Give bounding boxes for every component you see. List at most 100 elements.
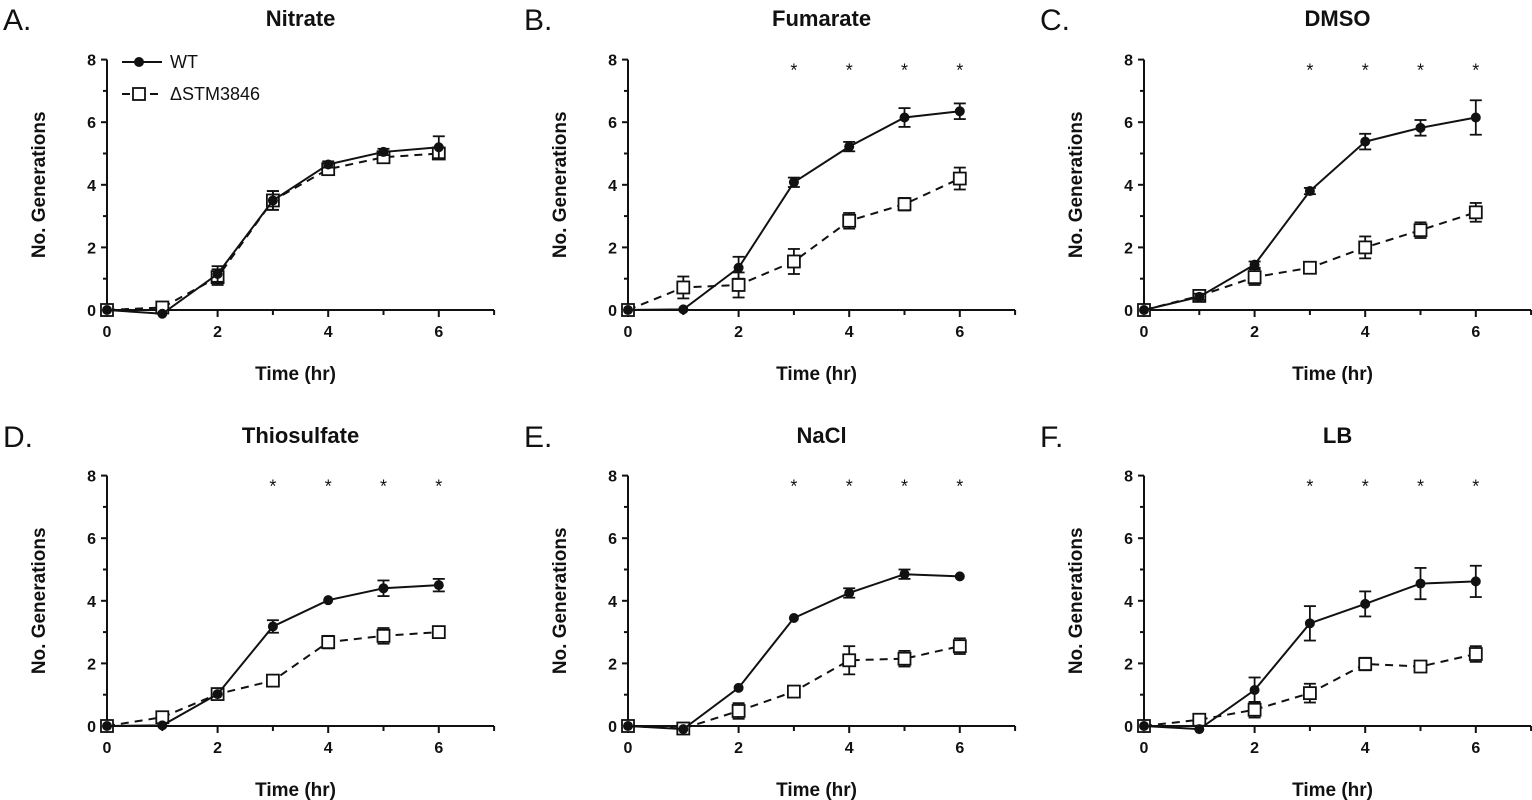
y-tick-label: 6: [87, 531, 96, 548]
data-point-wt: [433, 142, 444, 153]
x-tick-label: 2: [213, 324, 222, 341]
series-line-mutant: [106, 152, 439, 311]
legend-marker-mutant: [132, 87, 146, 101]
y-tick-label: 0: [1124, 719, 1133, 736]
data-point-mutant: [265, 673, 280, 688]
series-line-wt: [106, 584, 439, 727]
y-tick-label: 2: [608, 656, 617, 673]
x-tick-label: 6: [1471, 740, 1480, 757]
y-axis-label: No. Generations: [1066, 111, 1087, 258]
data-point-wt: [1360, 598, 1371, 609]
significance-star: *: [1417, 61, 1424, 81]
series-line-wt: [1143, 116, 1476, 311]
significance-star: *: [1472, 477, 1479, 497]
y-axis-label: No. Generations: [29, 111, 50, 258]
x-tick-label: 4: [324, 324, 333, 341]
x-tick-label: 2: [734, 740, 743, 757]
data-point-mutant: [1468, 205, 1483, 220]
y-tick-label: 2: [1124, 240, 1133, 257]
x-tick-label: 4: [324, 740, 333, 757]
y-tick-label: 2: [608, 240, 617, 257]
x-tick-label: 0: [624, 740, 633, 757]
y-tick-label: 6: [87, 115, 96, 132]
significance-star: *: [1362, 61, 1369, 81]
chart-title: Nitrate: [266, 6, 336, 31]
significance-star: *: [1362, 477, 1369, 497]
data-point-wt: [733, 682, 744, 693]
significance-star: *: [1306, 477, 1313, 497]
data-point-wt: [378, 146, 389, 157]
data-point-wt: [1415, 578, 1426, 589]
y-tick-label: 6: [1124, 531, 1133, 548]
y-tick-label: 8: [1124, 53, 1133, 70]
y-tick-label: 0: [608, 303, 617, 320]
y-axis-label: No. Generations: [550, 527, 571, 674]
y-tick-label: 4: [608, 594, 617, 611]
data-point-mutant: [731, 704, 746, 718]
data-point-mutant: [787, 684, 801, 699]
y-tick-label: 8: [87, 469, 96, 486]
data-point-wt: [678, 724, 689, 735]
significance-star: *: [956, 61, 963, 81]
data-point-mutant: [731, 278, 746, 292]
data-point-mutant: [1413, 223, 1428, 238]
data-point-wt: [623, 305, 633, 315]
significance-star: *: [1306, 61, 1313, 81]
legend-marker-wt: [134, 57, 144, 67]
x-tick-label: 6: [1471, 324, 1480, 341]
data-point-wt: [1470, 576, 1481, 587]
x-axis-label: Time (hr): [776, 364, 857, 385]
significance-star: *: [1417, 477, 1424, 497]
x-tick-label: 0: [624, 324, 633, 341]
chart-title: LB: [1323, 423, 1352, 448]
y-tick-label: 4: [608, 178, 617, 195]
data-point-wt: [157, 720, 168, 731]
y-axis-label: No. Generations: [29, 527, 50, 674]
legend-label-wt: WT: [170, 52, 198, 72]
significance-star: *: [1472, 61, 1479, 81]
x-axis-label: Time (hr): [1292, 364, 1373, 385]
data-point-wt: [378, 583, 389, 594]
data-point-wt: [323, 595, 334, 606]
data-point-wt: [323, 159, 334, 170]
data-point-wt: [733, 262, 744, 273]
x-tick-label: 2: [1250, 324, 1259, 341]
y-tick-label: 2: [87, 656, 96, 673]
y-tick-label: 8: [608, 53, 617, 70]
data-point-wt: [1139, 305, 1149, 315]
chart-panel-2: C. DMSO 0 2 4 6 8 0 2 4 6 Time (hr) No. Generations *…: [1040, 4, 1532, 385]
y-tick-label: 4: [1124, 178, 1133, 195]
significance-star: *: [790, 61, 797, 81]
y-tick-label: 8: [608, 469, 617, 486]
y-tick-label: 0: [87, 303, 96, 320]
chart-panel-0: A. Nitrate 0 2 4 6 8 0 2 4 6 Time (hr) No. Generatio…: [3, 4, 496, 385]
data-point-wt: [954, 106, 965, 117]
data-point-wt: [1304, 618, 1315, 629]
data-point-mutant: [842, 213, 857, 228]
data-point-wt: [899, 112, 910, 123]
significance-star: *: [790, 477, 797, 497]
data-point-mutant: [1303, 260, 1317, 275]
data-point-wt: [157, 308, 168, 319]
data-point-wt: [1139, 721, 1149, 731]
data-point-mutant: [431, 625, 446, 639]
data-point-wt: [212, 269, 223, 280]
x-tick-label: 0: [103, 324, 112, 341]
data-point-mutant: [842, 653, 857, 668]
data-point-wt: [844, 141, 855, 152]
y-tick-label: 4: [1124, 594, 1133, 611]
x-tick-label: 0: [1140, 740, 1149, 757]
x-tick-label: 2: [734, 324, 743, 341]
significance-star: *: [901, 477, 908, 497]
panel-letter: E.: [524, 421, 552, 454]
data-point-mutant: [321, 635, 336, 650]
data-point-wt: [1249, 259, 1260, 270]
significance-star: *: [956, 477, 963, 497]
data-point-mutant: [897, 197, 912, 212]
y-axis-label: No. Generations: [550, 111, 571, 258]
data-point-wt: [1194, 724, 1205, 735]
significance-star: *: [846, 61, 853, 81]
data-point-wt: [212, 689, 223, 700]
significance-star: *: [380, 477, 387, 497]
significance-star: *: [269, 477, 276, 497]
